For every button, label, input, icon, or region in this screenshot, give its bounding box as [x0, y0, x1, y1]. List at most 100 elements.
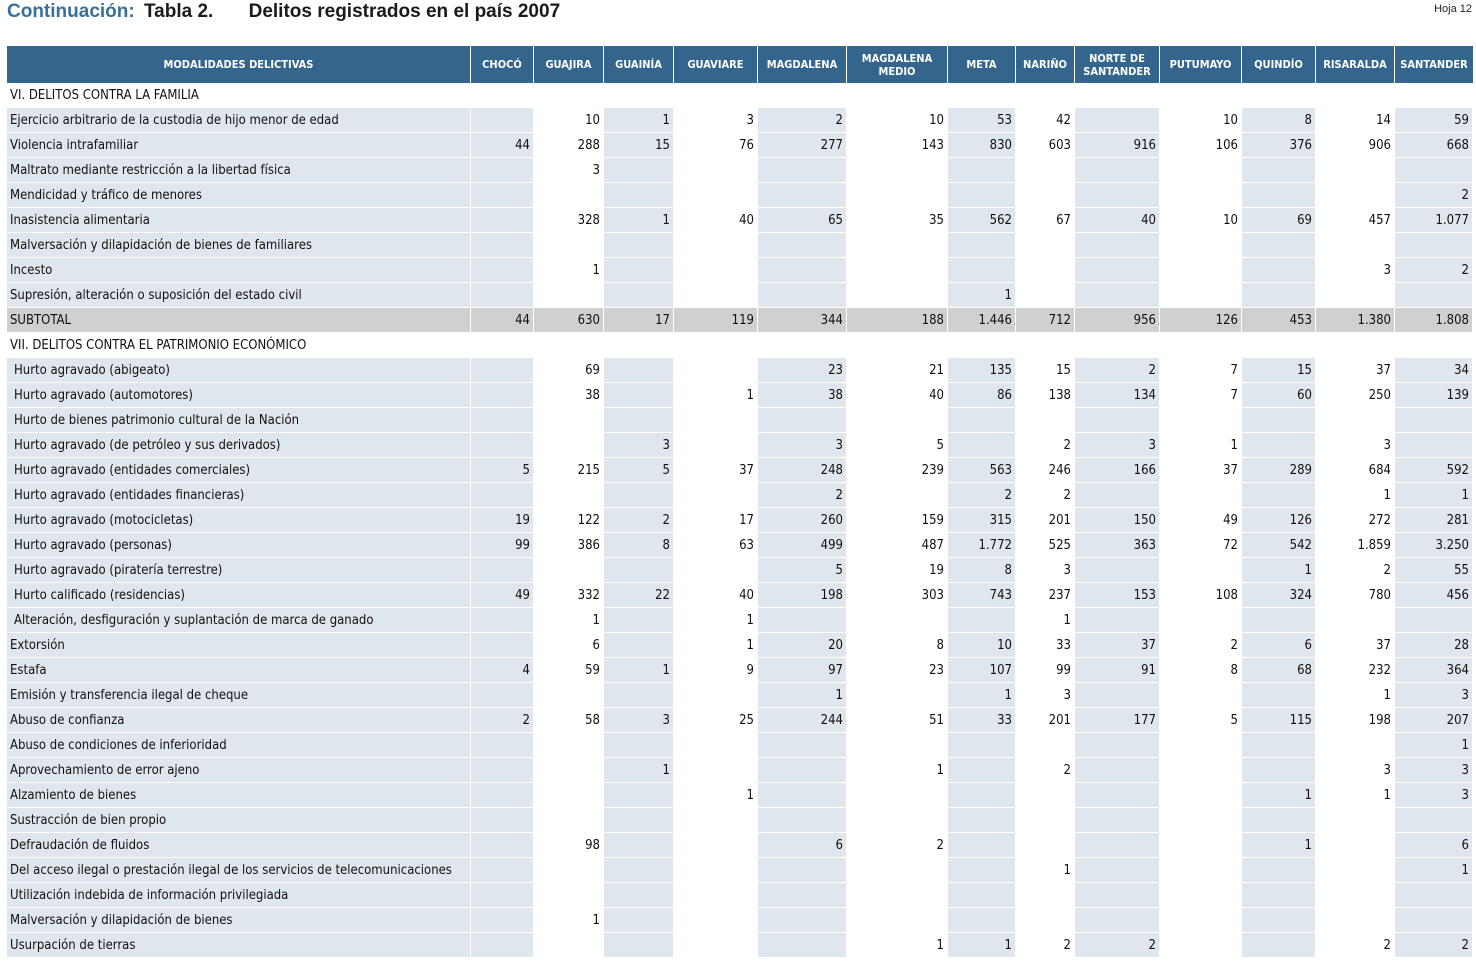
value-cell: 743	[948, 583, 1016, 608]
value-cell: 8	[948, 558, 1016, 583]
row-label: Hurto agravado (automotores)	[7, 383, 471, 408]
value-cell: 37	[1316, 633, 1395, 658]
value-cell: 324	[1242, 583, 1316, 608]
row-label: Supresión, alteración o suposición del e…	[7, 283, 471, 308]
value-cell	[758, 733, 847, 758]
row-label: Inasistencia alimentaria	[7, 208, 471, 233]
value-cell	[534, 808, 604, 833]
row-label: Malversación y dilapidación de bienes	[7, 908, 471, 933]
table-row: Supresión, alteración o suposición del e…	[7, 283, 1473, 308]
value-cell	[758, 183, 847, 208]
value-cell: 246	[1016, 458, 1075, 483]
value-cell	[847, 408, 948, 433]
table-row: Alteración, desfiguración y suplantación…	[7, 608, 1473, 633]
column-header: MAGDALENA MEDIO	[847, 46, 948, 83]
value-cell: 1	[1395, 483, 1473, 508]
value-cell	[674, 433, 758, 458]
value-cell	[604, 358, 674, 383]
value-cell	[674, 258, 758, 283]
row-label: Hurto agravado (personas)	[7, 533, 471, 558]
row-label: Mendicidad y tráfico de menores	[7, 183, 471, 208]
value-cell	[674, 683, 758, 708]
value-cell	[1316, 858, 1395, 883]
value-cell	[471, 108, 534, 133]
table-row: Ejercicio arbitrario de la custodia de h…	[7, 108, 1473, 133]
value-cell	[948, 408, 1016, 433]
value-cell	[471, 258, 534, 283]
value-cell	[534, 233, 604, 258]
row-label: Estafa	[7, 658, 471, 683]
row-label: Del acceso ilegal o prestación ilegal de…	[7, 858, 471, 883]
value-cell	[1160, 908, 1242, 933]
value-cell	[1075, 758, 1160, 783]
value-cell	[674, 358, 758, 383]
value-cell	[674, 483, 758, 508]
value-cell: 2	[1316, 933, 1395, 958]
value-cell	[471, 908, 534, 933]
value-cell	[1160, 558, 1242, 583]
table-row: Del acceso ilegal o prestación ilegal de…	[7, 858, 1473, 883]
value-cell	[1242, 733, 1316, 758]
value-cell	[471, 558, 534, 583]
value-cell	[1160, 408, 1242, 433]
table-row: Abuso de condiciones de inferioridad 1	[7, 733, 1473, 758]
value-cell	[1160, 758, 1242, 783]
value-cell: 281	[1395, 508, 1473, 533]
value-cell	[674, 758, 758, 783]
value-cell: 40	[1075, 208, 1160, 233]
value-cell	[604, 808, 674, 833]
value-cell	[948, 158, 1016, 183]
value-cell: 25	[674, 708, 758, 733]
value-cell: 1	[604, 658, 674, 683]
value-cell: 49	[1160, 508, 1242, 533]
value-cell	[758, 283, 847, 308]
value-cell	[1075, 283, 1160, 308]
value-cell: 1	[847, 933, 948, 958]
value-cell: 1	[1316, 783, 1395, 808]
value-cell	[1016, 783, 1075, 808]
value-cell: 201	[1016, 508, 1075, 533]
value-cell	[1016, 283, 1075, 308]
value-cell: 122	[534, 508, 604, 533]
value-cell: 1.808	[1395, 308, 1473, 333]
value-cell: 1	[948, 933, 1016, 958]
value-cell	[604, 833, 674, 858]
value-cell	[534, 558, 604, 583]
value-cell: 2	[1016, 483, 1075, 508]
value-cell: 1	[1160, 433, 1242, 458]
table-row: Inasistencia alimentaria 328 1 40 65 35 562 67 4…	[7, 208, 1473, 233]
value-cell: 315	[948, 508, 1016, 533]
value-cell	[1160, 258, 1242, 283]
value-cell: 1	[674, 383, 758, 408]
value-cell	[1242, 408, 1316, 433]
value-cell: 99	[471, 533, 534, 558]
value-cell	[1316, 233, 1395, 258]
value-cell	[847, 608, 948, 633]
value-cell	[1160, 833, 1242, 858]
value-cell	[758, 233, 847, 258]
value-cell: 1	[1242, 833, 1316, 858]
value-cell	[1242, 933, 1316, 958]
value-cell	[471, 233, 534, 258]
value-cell: 138	[1016, 383, 1075, 408]
value-cell	[534, 933, 604, 958]
value-cell	[758, 883, 847, 908]
value-cell: 2	[1395, 183, 1473, 208]
value-cell	[847, 883, 948, 908]
value-cell	[534, 483, 604, 508]
value-cell: 5	[758, 558, 847, 583]
value-cell: 3	[534, 158, 604, 183]
value-cell: 134	[1075, 383, 1160, 408]
value-cell	[948, 608, 1016, 633]
value-cell: 33	[948, 708, 1016, 733]
value-cell: 453	[1242, 308, 1316, 333]
value-cell	[674, 158, 758, 183]
value-cell: 260	[758, 508, 847, 533]
value-cell: 1.772	[948, 533, 1016, 558]
value-cell: 3	[1016, 558, 1075, 583]
value-cell	[948, 858, 1016, 883]
value-cell: 166	[1075, 458, 1160, 483]
value-cell: 143	[847, 133, 948, 158]
value-cell: 7	[1160, 383, 1242, 408]
row-label: Alzamiento de bienes	[7, 783, 471, 808]
